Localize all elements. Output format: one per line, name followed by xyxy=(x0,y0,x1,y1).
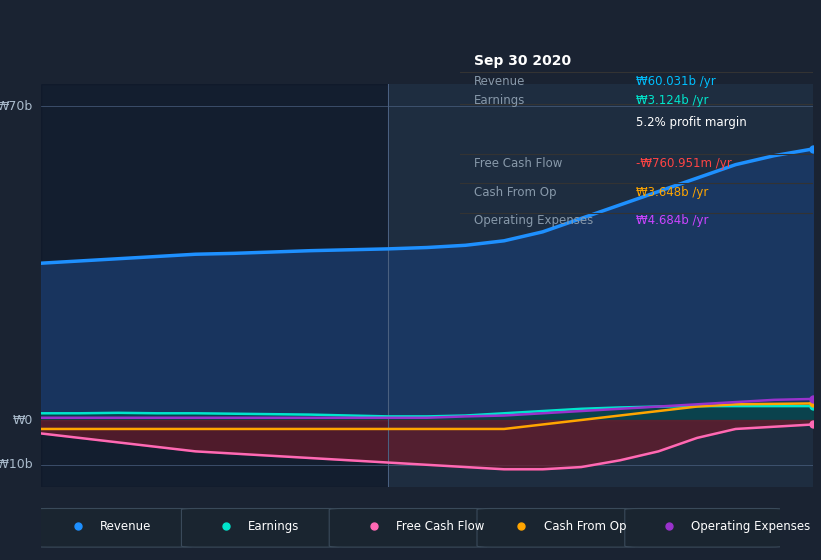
Text: Operating Expenses: Operating Expenses xyxy=(691,520,810,533)
FancyBboxPatch shape xyxy=(477,508,636,547)
FancyBboxPatch shape xyxy=(329,508,488,547)
Text: Revenue: Revenue xyxy=(474,75,525,88)
Text: -₩760.951m /yr: -₩760.951m /yr xyxy=(636,156,732,170)
FancyBboxPatch shape xyxy=(181,508,341,547)
Text: ₩70b: ₩70b xyxy=(0,100,34,113)
FancyBboxPatch shape xyxy=(34,508,193,547)
Text: Earnings: Earnings xyxy=(248,520,300,533)
Text: Free Cash Flow: Free Cash Flow xyxy=(396,520,484,533)
Text: Operating Expenses: Operating Expenses xyxy=(474,214,593,227)
Text: -₩10b: -₩10b xyxy=(0,458,34,472)
Text: Sep 30 2020: Sep 30 2020 xyxy=(474,54,571,68)
Text: ₩3.124b /yr: ₩3.124b /yr xyxy=(636,94,709,107)
FancyBboxPatch shape xyxy=(625,508,784,547)
Text: Cash From Op: Cash From Op xyxy=(474,186,557,199)
Text: ₩3.648b /yr: ₩3.648b /yr xyxy=(636,186,709,199)
Text: Free Cash Flow: Free Cash Flow xyxy=(474,156,562,170)
Text: 5.2% profit margin: 5.2% profit margin xyxy=(636,116,747,129)
Text: ₩0: ₩0 xyxy=(13,413,34,427)
Text: Revenue: Revenue xyxy=(100,520,152,533)
Text: Earnings: Earnings xyxy=(474,94,525,107)
Text: Cash From Op: Cash From Op xyxy=(544,520,626,533)
Text: ₩60.031b /yr: ₩60.031b /yr xyxy=(636,75,716,88)
Text: ₩4.684b /yr: ₩4.684b /yr xyxy=(636,214,709,227)
Text: 2019: 2019 xyxy=(85,511,121,525)
Bar xyxy=(41,84,388,487)
Text: 2020: 2020 xyxy=(471,511,507,525)
